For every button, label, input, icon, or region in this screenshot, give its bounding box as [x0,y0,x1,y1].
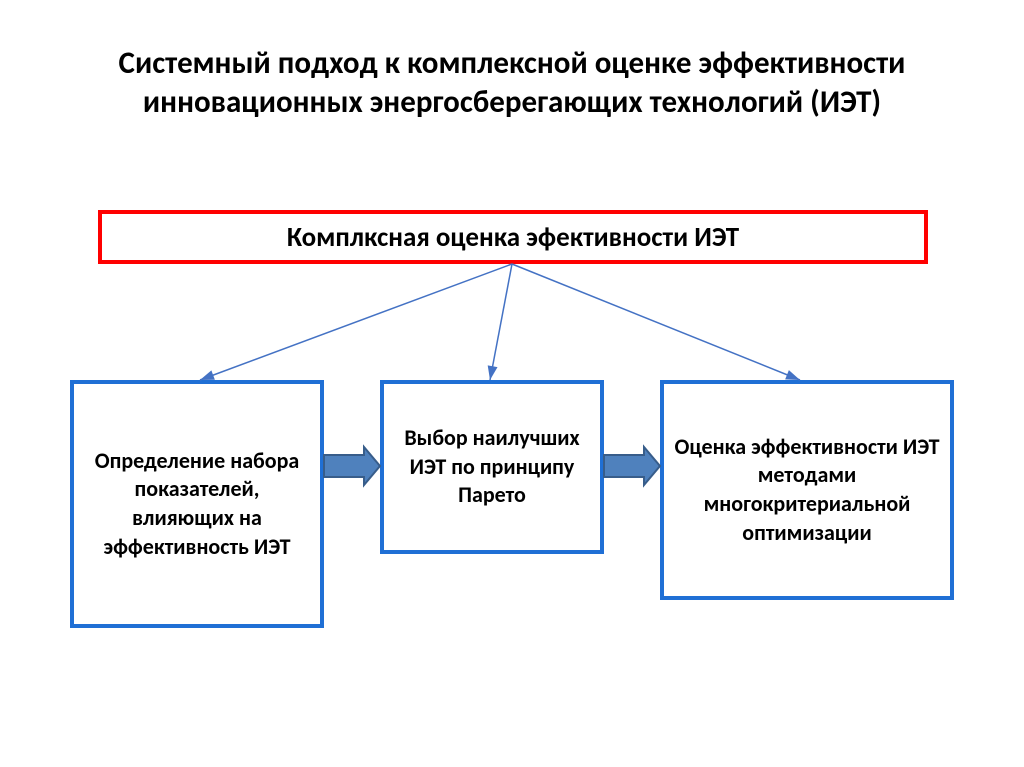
bottom-box-1-label: Определение набора показателей, влияющих… [84,447,310,561]
slide-title: Системный подход к комплексной оценке эф… [90,44,934,122]
bottom-box-1: Определение набора показателей, влияющих… [70,380,324,628]
top-box: Комплксная оценка эфективности ИЭТ [98,210,928,264]
bottom-box-3: Оценка эффективности ИЭТ методами многок… [660,380,954,600]
top-box-label: Комплксная оценка эфективности ИЭТ [287,221,739,254]
bottom-box-2-label: Выбор наилучших ИЭТ по принципу Парето [394,424,590,510]
bottom-box-3-label: Оценка эффективности ИЭТ методами многок… [674,433,940,547]
bottom-box-2: Выбор наилучших ИЭТ по принципу Парето [380,380,604,554]
